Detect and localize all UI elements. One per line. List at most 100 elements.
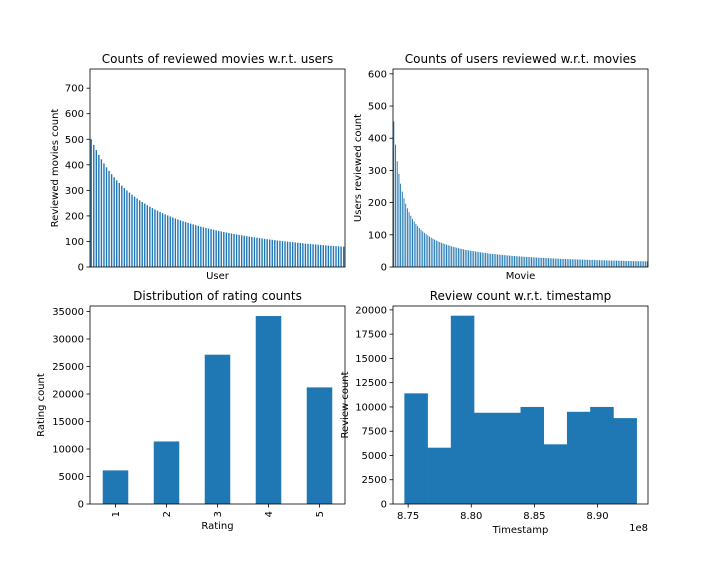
y-tick-label: 5000 [59,472,84,483]
bars-group [90,139,345,267]
bar [446,244,447,267]
bar [427,235,429,267]
bar [266,239,268,267]
y-tick-label: 0 [381,263,387,274]
bar [291,242,294,267]
subplot-movies: Counts of users reviewed w.r.t. movies 0… [353,52,649,282]
bar [279,240,281,267]
x-tick-label: 8.80 [460,511,482,522]
bar [498,254,500,267]
bar [607,260,609,267]
bar [619,260,621,267]
bar [565,259,566,267]
bar [500,254,502,267]
bar [456,247,458,267]
bar [602,260,604,267]
bar [505,255,507,267]
bar [123,188,126,267]
bar [442,243,444,267]
bar [559,258,561,267]
bar [595,260,597,267]
bar [587,259,589,267]
y-tick-label: 2500 [362,475,387,486]
bar [593,260,595,267]
bar [248,236,251,267]
bar [332,245,335,267]
bar [306,387,333,504]
x-tick-label: 3 [213,511,224,517]
bar [246,236,248,267]
bar [510,255,512,267]
bar [398,173,400,267]
y-axis: 0 5000 10000 15000 20000 25000 30000 35000 [52,307,90,511]
bar [590,259,592,267]
bar [422,231,424,267]
y-tick-label: 200 [65,211,84,222]
bar [230,233,233,267]
bars-group [102,316,333,504]
bar [256,237,258,267]
bar [554,258,556,267]
bar [617,260,619,267]
bar [537,257,539,267]
bar [153,441,180,504]
x-axis-label: Movie [506,271,536,282]
bar [631,261,633,267]
bar [136,198,138,267]
bar [493,254,495,267]
bar [207,228,210,267]
y-axis: 0 100 200 300 400 500 600 [368,69,393,274]
y-tick-label: 20000 [52,390,84,401]
bar [218,230,220,267]
y-tick-label: 10000 [52,445,84,456]
bar [412,218,413,267]
bar [633,261,634,267]
bar [309,243,312,267]
bar [539,257,541,267]
bar [337,246,340,267]
bar [556,258,558,267]
chart-title: Review count w.r.t. timestamp [430,289,612,303]
bar [210,229,212,267]
y-tick-label: 400 [368,134,387,145]
bar [116,180,118,267]
bar [508,255,510,267]
bar [449,245,451,267]
bar [639,261,641,267]
bar [459,248,461,267]
bar [233,233,235,267]
bar [200,226,202,267]
bar [461,248,463,267]
x-tick-label: 8.85 [523,511,545,522]
bar [435,240,437,267]
x-tick-label: 4 [264,511,275,517]
bar [534,257,536,267]
bar [128,192,131,267]
bar [228,232,230,267]
plot-frame [89,68,346,268]
bar [187,222,189,267]
bar [406,208,408,267]
bar [294,242,296,267]
bar [174,218,177,267]
bar [149,206,151,267]
bar [646,261,648,267]
bar [429,236,430,267]
bar [396,161,398,267]
bar [483,252,485,267]
histogram-bar [404,393,428,504]
y-axis-label: Rating count [36,373,47,437]
bar [440,242,442,267]
bar [604,260,606,267]
bar [610,260,612,267]
bar [154,209,156,267]
bar [644,261,646,267]
bar [437,241,439,267]
bar [627,260,629,267]
bar [284,241,286,267]
bar [520,256,522,267]
bar [90,139,92,267]
y-tick-label: 300 [368,166,387,177]
bar [558,258,560,267]
bar [638,261,640,267]
